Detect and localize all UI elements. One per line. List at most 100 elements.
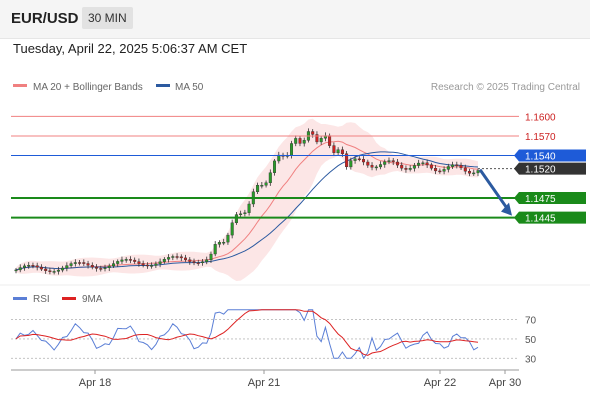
x-tick-label-0: Apr 18 <box>79 377 111 389</box>
bollinger-band <box>16 118 478 281</box>
candle <box>455 164 459 166</box>
rsi-tick-0: 70 <box>525 316 537 327</box>
candle <box>158 261 162 265</box>
candle <box>133 259 137 262</box>
candle <box>111 263 115 267</box>
candle <box>336 149 340 153</box>
rsi-legend-swatch <box>13 297 27 300</box>
candle <box>56 269 60 272</box>
timestamp: Tuesday, April 22, 2025 5:06:37 AM CET <box>13 41 248 56</box>
candle <box>438 170 442 173</box>
candle <box>179 256 183 259</box>
candle <box>48 270 52 272</box>
candle <box>175 256 179 258</box>
candle <box>18 267 22 271</box>
candle <box>205 259 209 262</box>
candle <box>209 253 213 261</box>
candle <box>302 140 306 144</box>
candle <box>264 182 268 186</box>
candle <box>434 167 438 172</box>
candle <box>90 265 94 268</box>
candle <box>260 184 264 187</box>
candle <box>332 145 336 153</box>
level-label-4: 1.1475 <box>525 194 556 205</box>
candle <box>298 138 302 144</box>
candle <box>230 222 234 236</box>
price-panel <box>14 118 480 281</box>
candle <box>247 203 251 213</box>
candle <box>14 269 18 272</box>
candle <box>226 234 230 243</box>
level-label-bg-4 <box>514 192 586 205</box>
candle <box>400 164 404 169</box>
symbol-title: EUR/USD <box>11 10 79 27</box>
level-label-1: 1.1570 <box>525 132 556 143</box>
candle <box>124 259 128 261</box>
candle <box>61 267 65 271</box>
candle <box>107 265 111 268</box>
level-label-5: 1.1445 <box>525 214 556 225</box>
candle <box>349 160 353 168</box>
candle <box>290 143 294 156</box>
candle <box>468 170 472 174</box>
candle <box>73 262 77 264</box>
price-levels: 1.1600 1.1570 1.1540 1.1520 1.1475 1.1445 <box>11 112 586 225</box>
candle <box>183 257 187 260</box>
candle <box>86 263 90 266</box>
candle <box>200 261 204 264</box>
candle <box>222 241 226 244</box>
candle <box>340 149 344 154</box>
candle <box>217 242 221 245</box>
chart-header: EUR/USD 30 MIN <box>0 0 590 39</box>
candle <box>94 266 98 269</box>
candle <box>167 257 171 260</box>
candle <box>408 168 412 170</box>
rsi-line <box>15 309 479 360</box>
candle <box>463 167 467 172</box>
candle <box>404 167 408 170</box>
candle <box>319 138 323 143</box>
ma9-legend-swatch <box>62 297 76 300</box>
level-label-0: 1.1600 <box>525 112 556 123</box>
candle <box>370 165 374 168</box>
rsi-tick-2: 30 <box>525 354 537 365</box>
candle <box>154 263 158 266</box>
candle <box>446 166 450 170</box>
candle <box>387 160 391 162</box>
candle <box>366 161 370 166</box>
candle <box>357 158 361 161</box>
forecast-arrow <box>478 168 510 211</box>
candle <box>82 262 86 264</box>
candle <box>273 160 277 173</box>
level-label-2: 1.1540 <box>525 152 556 163</box>
candle <box>379 164 383 168</box>
candle <box>78 262 82 264</box>
candle <box>315 134 319 143</box>
candle <box>103 267 107 269</box>
x-axis: Apr 18 Apr 21 Apr 22 Apr 30 <box>79 370 521 389</box>
candle <box>328 135 332 146</box>
x-tick-label-2: Apr 22 <box>424 377 456 389</box>
level-label-bg-5 <box>514 211 586 224</box>
x-tick-label-1: Apr 21 <box>248 377 280 389</box>
candle <box>23 265 27 268</box>
candle <box>425 162 429 166</box>
ma20-legend-swatch <box>13 84 27 87</box>
candle <box>137 261 141 264</box>
candle <box>353 158 357 161</box>
timeframe-badge[interactable]: 30 MIN <box>82 7 133 29</box>
ma50-legend-swatch <box>156 84 170 87</box>
candle <box>256 184 260 192</box>
candle <box>391 160 395 163</box>
candle <box>171 256 175 258</box>
candle <box>412 165 416 169</box>
candle <box>145 264 149 267</box>
candle <box>472 172 476 175</box>
candle <box>459 164 463 169</box>
candle <box>294 138 298 144</box>
forecast-arrowhead <box>501 202 512 216</box>
candle <box>345 153 349 167</box>
rsi-legend-label: RSI <box>33 294 50 305</box>
candle <box>243 212 247 214</box>
